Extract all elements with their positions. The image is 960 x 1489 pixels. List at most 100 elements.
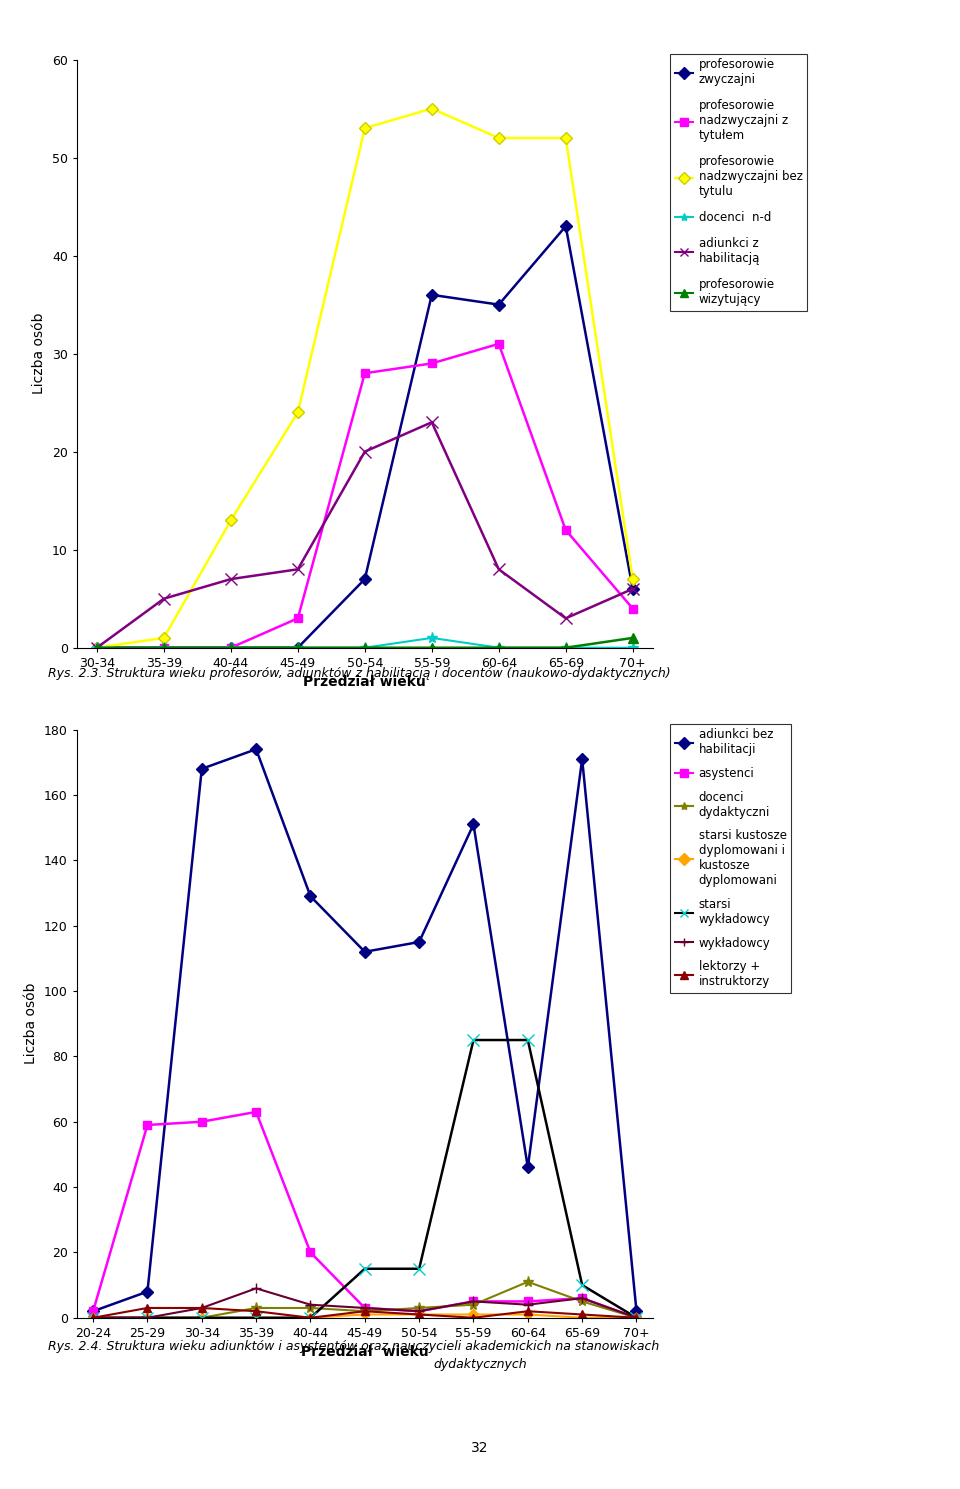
profesorowie zwyczajni (292, 639, 303, 657)
profesorowie nadzwyczajni z tytułem (627, 600, 638, 618)
profesorowie zwyczajni (627, 579, 638, 597)
profesorowie zwyczajni (158, 639, 170, 657)
profesorowie nadzwyczajni z tytułem (292, 609, 303, 627)
profesorowie zwyczajni (225, 639, 236, 657)
starsi kustosze dyplomowani i kustosze dyplomowani (359, 1306, 371, 1324)
wykładowcy (359, 1298, 371, 1316)
adiunkci bez habilitacji (359, 943, 371, 960)
wykładowcy (631, 1309, 642, 1327)
profesorowie nadzwyczajni bez
tytulu (91, 639, 103, 657)
starsi kustosze dyplomowani i kustosze dyplomowani (196, 1309, 207, 1327)
docenci dydaktyczni (522, 1273, 534, 1291)
docenci n-d (560, 639, 571, 657)
profesorowie nadzwyczajni bez
tytulu (158, 628, 170, 646)
docenci dydaktyczni (468, 1295, 479, 1313)
lektorzy + instruktorzy (304, 1309, 316, 1327)
Y-axis label: Liczba osób: Liczba osób (24, 983, 38, 1065)
asystenci (196, 1112, 207, 1130)
profesorowie zwyczajni (91, 639, 103, 657)
profesorowie wizytujący (292, 639, 303, 657)
starsi wykładowcy (576, 1276, 588, 1294)
Y-axis label: Liczba osób: Liczba osób (33, 313, 46, 395)
Line: profesorowie zwyczajni: profesorowie zwyczajni (93, 222, 636, 652)
lektorzy + instruktorzy (576, 1306, 588, 1324)
asystenci (576, 1289, 588, 1307)
Legend: adiunkci bez
habilitacji, asystenci, docenci
dydaktyczni, starsi kustosze
dyplom: adiunkci bez habilitacji, asystenci, doc… (670, 724, 791, 993)
wykładowcy (251, 1279, 262, 1297)
wykładowcy (87, 1309, 99, 1327)
starsi kustosze dyplomowani i kustosze dyplomowani (522, 1306, 534, 1324)
asystenci (87, 1303, 99, 1321)
profesorowie wizytujący (493, 639, 505, 657)
lektorzy + instruktorzy (359, 1303, 371, 1321)
starsi wykładowcy (522, 1030, 534, 1048)
lektorzy + instruktorzy (87, 1309, 99, 1327)
asystenci (414, 1303, 425, 1321)
Text: Rys. 2.4. Struktura wieku adiunktów i asystentów oraz nauczycieli akademickich n: Rys. 2.4. Struktura wieku adiunktów i as… (48, 1340, 660, 1354)
profesorowie nadzwyczajni bez
tytulu (225, 511, 236, 529)
asystenci (522, 1292, 534, 1310)
adiunkci z habilitacją (426, 414, 438, 432)
adiunkci z habilitacją (158, 590, 170, 608)
starsi wykładowcy (196, 1309, 207, 1327)
asystenci (631, 1309, 642, 1327)
profesorowie nadzwyczajni z tytułem (225, 639, 236, 657)
starsi kustosze dyplomowani i kustosze dyplomowani (631, 1309, 642, 1327)
Line: profesorowie wizytujący: profesorowie wizytujący (92, 633, 637, 652)
docenci dydaktyczni (631, 1309, 642, 1327)
profesorowie nadzwyczajni bez
tytulu (292, 404, 303, 421)
adiunkci bez habilitacji (468, 816, 479, 834)
profesorowie nadzwyczajni bez
tytulu (359, 119, 371, 137)
lektorzy + instruktorzy (142, 1298, 154, 1316)
lektorzy + instruktorzy (631, 1309, 642, 1327)
adiunkci z habilitacją (627, 579, 638, 597)
asystenci (142, 1117, 154, 1135)
profesorowie nadzwyczajni z tytułem (426, 354, 438, 372)
Line: adiunkci bez habilitacji: adiunkci bez habilitacji (89, 744, 640, 1315)
profesorowie nadzwyczajni z tytułem (359, 365, 371, 383)
starsi wykładowcy (631, 1309, 642, 1327)
profesorowie nadzwyczajni bez
tytulu (426, 100, 438, 118)
docenci dydaktyczni (359, 1303, 371, 1321)
docenci dydaktyczni (414, 1298, 425, 1316)
adiunkci z habilitacją (560, 609, 571, 627)
docenci n-d (627, 639, 638, 657)
adiunkci z habilitacją (493, 560, 505, 578)
adiunkci bez habilitacji (522, 1158, 534, 1176)
profesorowie wizytujący (91, 639, 103, 657)
Line: docenci n-d: docenci n-d (91, 633, 638, 654)
Line: adiunkci z habilitacją: adiunkci z habilitacją (91, 417, 638, 654)
profesorowie zwyczajni (493, 296, 505, 314)
docenci dydaktyczni (251, 1298, 262, 1316)
adiunkci bez habilitacji (414, 934, 425, 951)
lektorzy + instruktorzy (522, 1303, 534, 1321)
docenci n-d (292, 639, 303, 657)
adiunkci bez habilitacji (196, 759, 207, 777)
Text: dydaktycznych: dydaktycznych (433, 1358, 527, 1371)
Line: starsi wykładowcy: starsi wykładowcy (87, 1035, 642, 1324)
docenci n-d (493, 639, 505, 657)
asystenci (359, 1298, 371, 1316)
profesorowie nadzwyczajni z tytułem (560, 521, 571, 539)
profesorowie wizytujący (627, 628, 638, 646)
starsi wykładowcy (468, 1030, 479, 1048)
adiunkci z habilitacją (91, 639, 103, 657)
wykładowcy (522, 1295, 534, 1313)
lektorzy + instruktorzy (196, 1298, 207, 1316)
docenci dydaktyczni (142, 1309, 154, 1327)
wykładowcy (142, 1309, 154, 1327)
starsi kustosze dyplomowani i kustosze dyplomowani (304, 1309, 316, 1327)
profesorowie wizytujący (359, 639, 371, 657)
docenci dydaktyczni (304, 1298, 316, 1316)
adiunkci z habilitacją (225, 570, 236, 588)
profesorowie wizytujący (158, 639, 170, 657)
starsi wykładowcy (304, 1309, 316, 1327)
docenci n-d (91, 639, 103, 657)
profesorowie nadzwyczajni bez
tytulu (493, 130, 505, 147)
profesorowie wizytujący (426, 639, 438, 657)
Line: starsi kustosze dyplomowani i kustosze dyplomowani: starsi kustosze dyplomowani i kustosze d… (89, 1310, 640, 1321)
docenci n-d (426, 628, 438, 646)
profesorowie wizytujący (225, 639, 236, 657)
profesorowie nadzwyczajni bez
tytulu (627, 570, 638, 588)
starsi kustosze dyplomowani i kustosze dyplomowani (414, 1306, 425, 1324)
